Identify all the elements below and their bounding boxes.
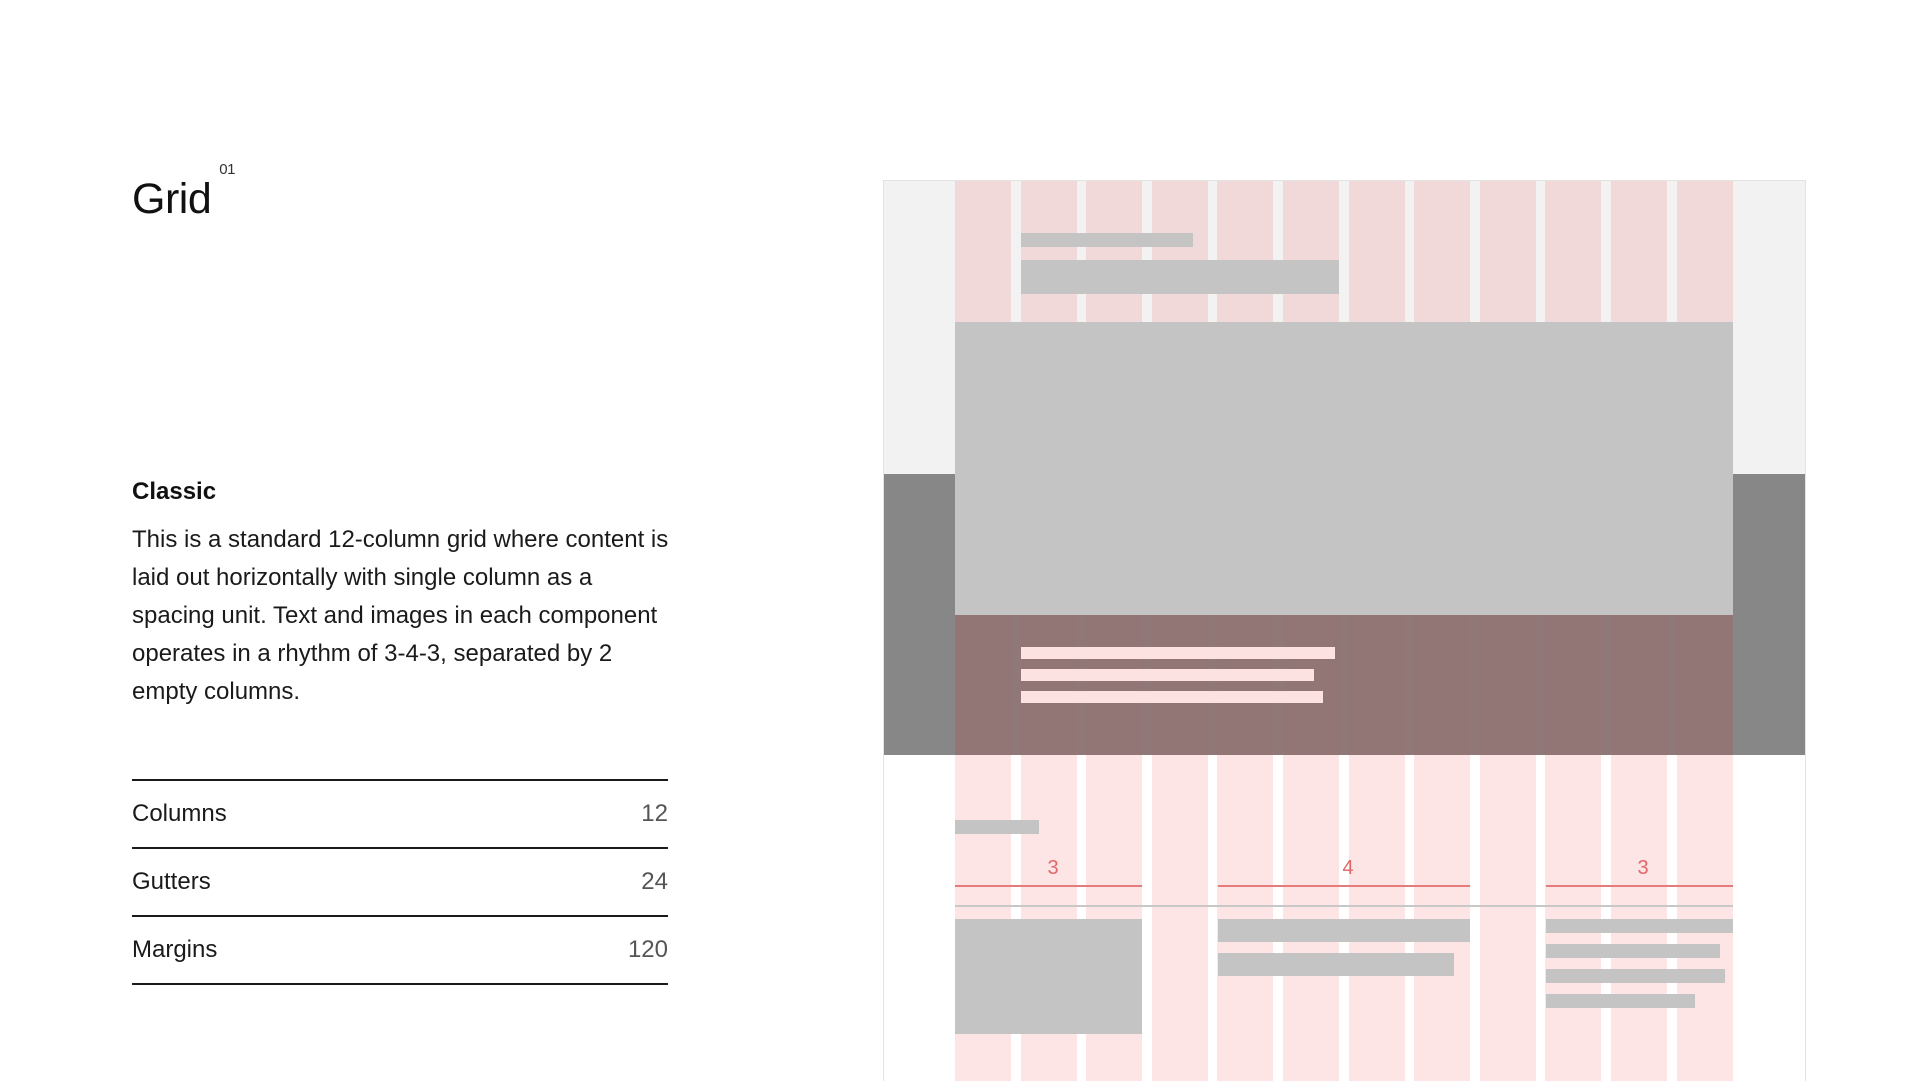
span-label-3-right: 3 bbox=[1637, 857, 1649, 879]
text-placeholder bbox=[1546, 969, 1725, 983]
section-description: This is a standard 12-column grid where … bbox=[132, 526, 669, 705]
grid-column-10-bot bbox=[1545, 755, 1601, 1081]
grid-diagram: 3 4 3 bbox=[883, 180, 1806, 1081]
image-placeholder bbox=[955, 919, 1142, 1034]
grid-column-11-bot bbox=[1611, 755, 1667, 1081]
grid-column-5-bot bbox=[1217, 755, 1273, 1081]
grid-column-4-bot bbox=[1152, 755, 1208, 1081]
spec-value: 24 bbox=[641, 868, 668, 895]
caption-line bbox=[1021, 691, 1323, 703]
spec-label: Margins bbox=[132, 936, 218, 963]
spec-value: 12 bbox=[641, 800, 668, 827]
text-placeholder bbox=[1546, 944, 1720, 958]
text-placeholder bbox=[1546, 919, 1733, 933]
section-label-placeholder bbox=[955, 820, 1039, 834]
span-line-4 bbox=[1218, 885, 1470, 887]
grid-column-8-bot bbox=[1414, 755, 1470, 1081]
caption-line bbox=[1021, 669, 1314, 681]
spec-table: Columns 12 Gutters 24 Margins 120 bbox=[132, 779, 668, 985]
hero-caption-area bbox=[955, 615, 1733, 755]
span-line-3-left bbox=[955, 885, 1142, 887]
text-placeholder bbox=[1218, 919, 1470, 942]
span-line-3-right bbox=[1546, 885, 1733, 887]
spec-row-margins: Margins 120 bbox=[132, 917, 668, 985]
grid-column-9-bot bbox=[1480, 755, 1536, 1081]
caption-line bbox=[1021, 647, 1335, 659]
text-placeholder bbox=[1546, 994, 1695, 1008]
grid-column-6-bot bbox=[1283, 755, 1339, 1081]
content-divider bbox=[955, 905, 1733, 907]
hero-image-placeholder bbox=[955, 322, 1733, 615]
eyebrow-placeholder bbox=[1021, 233, 1193, 247]
spec-row-columns: Columns 12 bbox=[132, 781, 668, 849]
grid-column-12-bot bbox=[1677, 755, 1733, 1081]
section-subtitle: Classic bbox=[132, 478, 217, 505]
title-text: Grid bbox=[132, 175, 212, 223]
span-label-3-left: 3 bbox=[1047, 857, 1059, 879]
page-title: Grid 01 bbox=[132, 162, 235, 223]
heading-placeholder bbox=[1021, 260, 1339, 294]
grid-column-7-bot bbox=[1349, 755, 1405, 1081]
text-placeholder bbox=[1218, 953, 1454, 976]
spec-value: 120 bbox=[627, 936, 668, 963]
spec-row-gutters: Gutters 24 bbox=[132, 849, 668, 917]
title-index: 01 bbox=[219, 160, 235, 178]
spec-label: Gutters bbox=[132, 868, 211, 895]
spec-label: Columns bbox=[132, 800, 227, 827]
span-label-4: 4 bbox=[1342, 857, 1354, 879]
